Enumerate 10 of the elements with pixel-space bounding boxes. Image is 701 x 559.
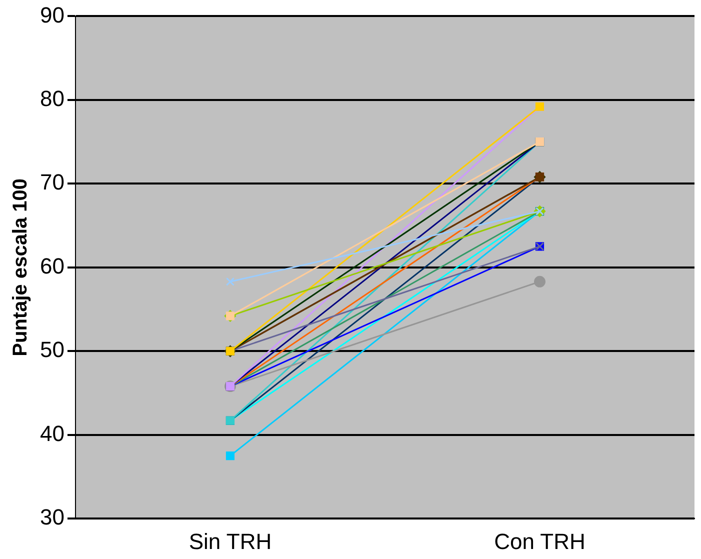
x-tick-label: Con TRH	[494, 528, 586, 554]
y-tick-label: 50	[40, 337, 64, 362]
y-tick-label: 60	[40, 253, 64, 278]
y-tick-label: 90	[40, 2, 64, 28]
y-tick-label: 70	[40, 170, 64, 195]
y-tick-label: 30	[40, 504, 64, 530]
y-tick-label: 80	[40, 86, 64, 111]
y-tick-label: 40	[40, 420, 64, 446]
x-tick-label: Sin TRH	[188, 528, 272, 554]
y-axis-title: Puntaje escala 100	[10, 178, 32, 356]
